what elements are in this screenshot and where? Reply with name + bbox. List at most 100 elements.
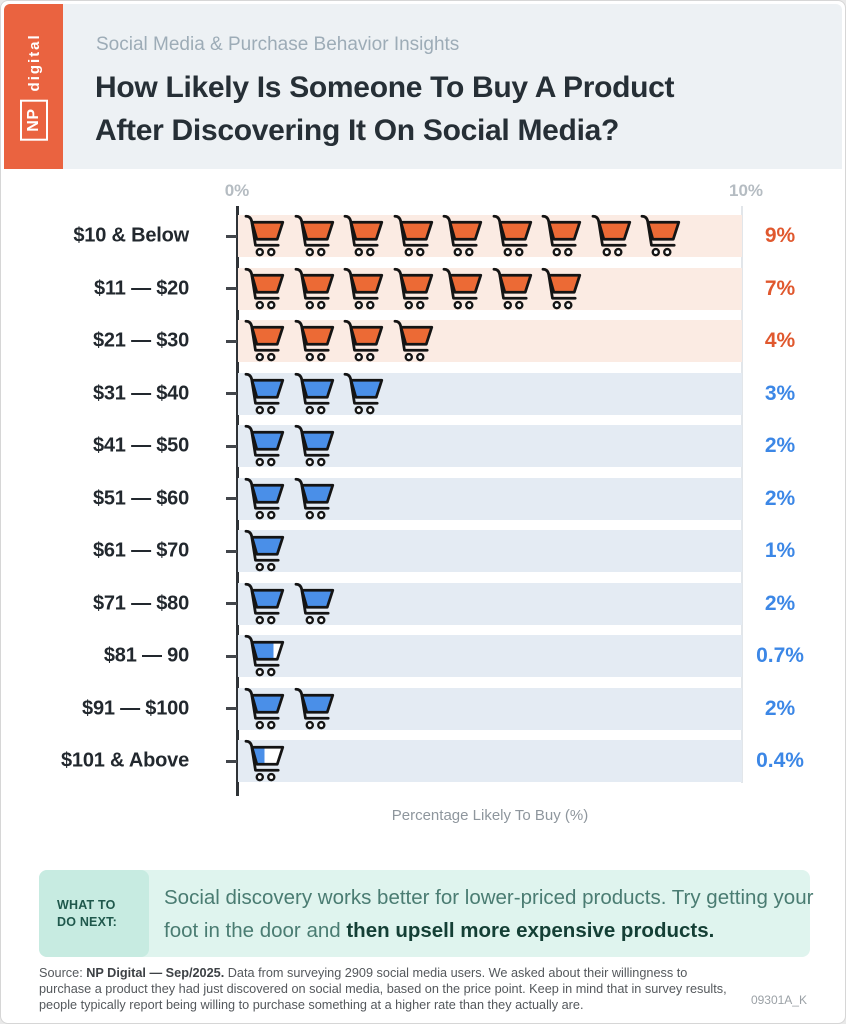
kicker: Social Media & Purchase Behavior Insight… — [96, 34, 460, 55]
shopping-cart-icon — [343, 214, 384, 257]
axis-tick — [226, 339, 237, 343]
cart-icons — [240, 370, 385, 418]
axis-tick — [226, 234, 237, 238]
chart-row: $41 — $50 2% — [1, 422, 845, 470]
row-label: $61 — $70 — [92, 539, 189, 562]
axis-tick — [226, 549, 237, 553]
page-title: How Likely Is Someone To Buy A Product A… — [95, 66, 675, 152]
row-band — [238, 737, 742, 785]
row-value-label: 3% — [764, 381, 796, 405]
shopping-cart-icon — [294, 319, 334, 362]
row-label: $71 — $80 — [92, 592, 189, 614]
axis-tick — [226, 444, 237, 448]
row-band — [238, 632, 742, 680]
row-value-label: 7% — [764, 276, 796, 300]
source-note: Source: NP Digital — Sep/2025. Data from… — [39, 965, 741, 1013]
cart-icons — [240, 265, 583, 313]
shopping-cart-icon — [244, 477, 285, 519]
cart-icons — [240, 527, 286, 575]
chart-row: $10 & Below 9% — [1, 212, 845, 260]
header: NP digital Social Media & Purchase Behav… — [4, 4, 842, 169]
shopping-cart-icon — [244, 739, 285, 782]
row-band — [238, 212, 742, 260]
row-band — [238, 370, 742, 418]
np-digital-logo: NP digital — [4, 4, 63, 169]
row-value-label: 1% — [764, 539, 796, 562]
row-value-label: 0.7% — [756, 644, 804, 667]
shopping-cart-icon — [294, 372, 334, 414]
shopping-cart-icon — [541, 214, 582, 257]
shopping-cart-icon — [244, 582, 285, 624]
row-value-label: 4% — [764, 329, 796, 352]
shopping-cart-icon — [244, 267, 285, 309]
row-value-label: 2% — [764, 591, 796, 615]
row-label: $101 & Above — [60, 749, 189, 772]
page-title-line1: How Likely Is Someone To Buy A Product — [95, 71, 675, 104]
axis-tick — [226, 707, 237, 710]
chart-rows: $10 & Below 9% $11 — $20 7% $21 — $30 4% $31 —… — [1, 212, 845, 785]
row-value-label: 9% — [764, 224, 796, 247]
row-label: $31 — $40 — [92, 382, 189, 404]
callout-text: Social discovery works better for lower-… — [164, 881, 819, 947]
shopping-cart-icon — [244, 319, 285, 362]
row-band — [238, 317, 742, 365]
chart-row: $21 — $30 4% — [1, 317, 845, 365]
gridline-10pct — [741, 206, 743, 783]
chart-row: $71 — $80 2% — [1, 582, 845, 625]
chart-row: $81 — 90 0.7% — [1, 632, 845, 680]
shopping-cart-icon — [343, 319, 384, 362]
y-axis-line — [236, 206, 239, 796]
shopping-cart-icon — [244, 372, 285, 414]
row-value-label: 2% — [764, 486, 796, 510]
shopping-cart-icon — [393, 214, 433, 257]
cart-icons — [240, 212, 682, 260]
shopping-cart-icon — [541, 267, 582, 309]
x-axis-min-label: 0% — [224, 181, 250, 200]
axis-tick — [226, 287, 237, 290]
shopping-cart-icon — [393, 319, 433, 362]
cart-icons — [240, 422, 336, 470]
np-logo-wordmark: digital — [25, 32, 42, 91]
shopping-cart-icon — [294, 477, 334, 519]
row-band — [238, 687, 742, 730]
shopping-cart-icon — [244, 529, 285, 572]
shopping-cart-icon — [244, 214, 285, 257]
reference-code: 09301A_K — [750, 993, 807, 1007]
chart-row: $11 — $20 7% — [1, 265, 845, 313]
x-axis-max-label: 10% — [728, 181, 764, 200]
row-value-label: 2% — [764, 434, 796, 457]
cart-icons — [240, 317, 435, 365]
chart-row: $31 — $40 3% — [1, 370, 845, 418]
row-value-label: 2% — [764, 696, 796, 720]
shopping-cart-icon — [294, 582, 334, 624]
chart-row: $61 — $70 1% — [1, 527, 845, 575]
shopping-cart-icon — [591, 214, 631, 257]
shopping-cart-icon — [640, 214, 681, 257]
row-label: $10 & Below — [73, 224, 189, 247]
row-band — [238, 265, 742, 313]
shopping-cart-icon — [294, 214, 334, 257]
shopping-cart-icon — [343, 372, 384, 414]
row-band — [238, 527, 742, 575]
what-to-do-next-callout: WHAT TO DO NEXT: Social discovery works … — [39, 870, 813, 957]
cart-icons — [240, 737, 286, 785]
cart-icons — [240, 632, 286, 680]
shopping-cart-icon — [492, 214, 532, 257]
row-label: $41 — $50 — [92, 434, 189, 457]
chart: 0% 10% $10 & Below 9% $11 — $20 7% $21 — $30… — [1, 179, 845, 831]
source-rest: Data from surveying 2909 social media us… — [39, 966, 727, 1012]
x-axis-title: Percentage Likely To Buy (%) — [391, 807, 589, 824]
cart-icons — [240, 475, 336, 523]
shopping-cart-icon — [244, 424, 285, 467]
row-label: $81 — 90 — [103, 644, 189, 667]
shopping-cart-icon — [294, 687, 334, 729]
row-label: $21 — $30 — [92, 329, 189, 352]
callout-text-regular: Social discovery works better for lower-… — [164, 885, 814, 942]
axis-tick — [226, 392, 237, 395]
np-logo-mark: NP — [19, 98, 48, 141]
row-band — [238, 422, 742, 470]
source-bold: NP Digital — Sep/2025. — [86, 966, 225, 980]
shopping-cart-icon — [244, 634, 285, 677]
callout-label-line1: WHAT TO — [57, 897, 116, 912]
